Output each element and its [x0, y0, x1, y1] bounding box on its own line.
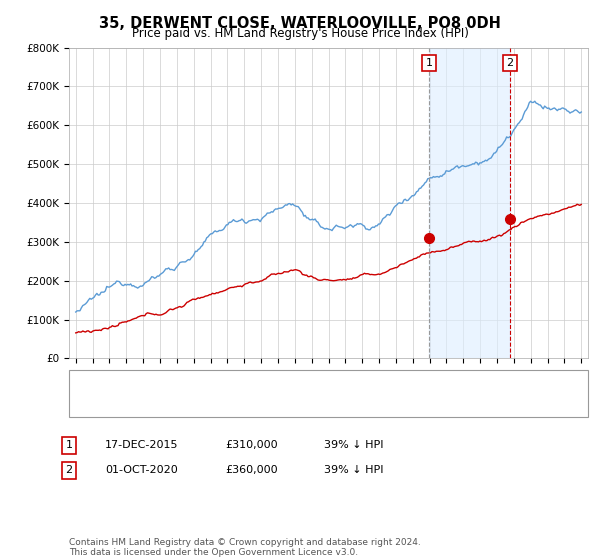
Text: Contains HM Land Registry data © Crown copyright and database right 2024.
This d: Contains HM Land Registry data © Crown c… [69, 538, 421, 557]
Text: 01-OCT-2020: 01-OCT-2020 [105, 465, 178, 475]
Text: 2: 2 [506, 58, 513, 68]
Text: 1: 1 [425, 58, 433, 68]
Text: 35, DERWENT CLOSE, WATERLOOVILLE, PO8 0DH (detached house): 35, DERWENT CLOSE, WATERLOOVILLE, PO8 0D… [114, 378, 464, 388]
Text: 39% ↓ HPI: 39% ↓ HPI [324, 440, 383, 450]
Text: 17-DEC-2015: 17-DEC-2015 [105, 440, 179, 450]
Text: HPI: Average price, detached house, East Hampshire: HPI: Average price, detached house, East… [114, 400, 389, 410]
Text: £310,000: £310,000 [225, 440, 278, 450]
Text: 39% ↓ HPI: 39% ↓ HPI [324, 465, 383, 475]
Text: 35, DERWENT CLOSE, WATERLOOVILLE, PO8 0DH: 35, DERWENT CLOSE, WATERLOOVILLE, PO8 0D… [99, 16, 501, 31]
Text: 1: 1 [65, 440, 73, 450]
Bar [429, 48, 509, 358]
Text: Price paid vs. HM Land Registry's House Price Index (HPI): Price paid vs. HM Land Registry's House … [131, 27, 469, 40]
Text: £360,000: £360,000 [225, 465, 278, 475]
Text: 2: 2 [65, 465, 73, 475]
